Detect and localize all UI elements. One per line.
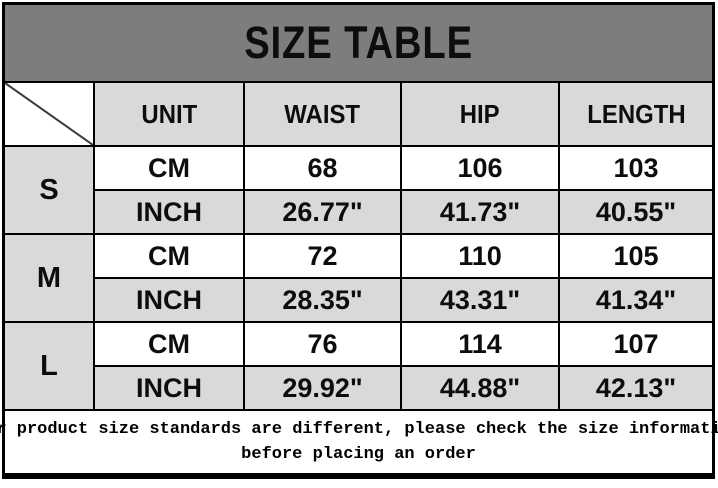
cell-s-cm-hip: 106 [402, 147, 558, 189]
column-header-hip: HIP [402, 83, 558, 145]
size-note-line-1: Our product size standards are different… [0, 419, 718, 439]
column-header-hip-label: HIP [460, 98, 500, 129]
cell-s-inch-length: 40.55" [560, 191, 712, 233]
cell-s-inch-hip: 41.73" [402, 191, 558, 233]
column-header-unit: UNIT [95, 83, 243, 145]
diagonal-line [5, 83, 93, 145]
cell-l-inch-waist: 29.92" [245, 367, 400, 409]
column-header-waist-label: WAIST [284, 98, 361, 129]
size-table-title-bar: SIZE TABLE [5, 5, 712, 81]
size-table: UNIT WAIST HIP LENGTH S CM 68 106 103 IN… [5, 81, 712, 409]
cell-l-cm-length: 107 [560, 323, 712, 365]
column-header-length: LENGTH [560, 83, 712, 145]
cell-l-inch-length: 42.13" [560, 367, 712, 409]
cell-m-cm-length: 105 [560, 235, 712, 277]
cell-l-cm-hip: 114 [402, 323, 558, 365]
cell-s-cm-waist: 68 [245, 147, 400, 189]
size-label-l: L [5, 323, 93, 409]
size-table-panel: SIZE TABLE UNIT WAIST HIP LENGTH S CM 68… [0, 2, 718, 479]
unit-label-l-cm: CM [95, 323, 243, 365]
unit-label-s-cm: CM [95, 147, 243, 189]
column-header-unit-label: UNIT [141, 98, 197, 129]
size-label-m: M [5, 235, 93, 321]
cell-m-inch-length: 41.34" [560, 279, 712, 321]
cell-l-inch-hip: 44.88" [402, 367, 558, 409]
unit-label-m-cm: CM [95, 235, 243, 277]
cell-s-cm-length: 103 [560, 147, 712, 189]
size-table-title: SIZE TABLE [244, 17, 473, 68]
cell-l-cm-waist: 76 [245, 323, 400, 365]
size-label-s: S [5, 147, 93, 233]
cell-m-inch-hip: 43.31" [402, 279, 558, 321]
unit-label-m-inch: INCH [95, 279, 243, 321]
column-header-waist: WAIST [245, 83, 400, 145]
column-header-length-label: LENGTH [586, 98, 686, 129]
unit-label-s-inch: INCH [95, 191, 243, 233]
size-note-line-2: before placing an order [241, 445, 476, 464]
diagonal-header-cell [5, 83, 93, 145]
cell-m-cm-hip: 110 [402, 235, 558, 277]
cell-m-cm-waist: 72 [245, 235, 400, 277]
unit-label-l-inch: INCH [95, 367, 243, 409]
size-note: Our product size standards are different… [0, 409, 718, 473]
cell-m-inch-waist: 28.35" [245, 279, 400, 321]
cell-s-inch-waist: 26.77" [245, 191, 400, 233]
